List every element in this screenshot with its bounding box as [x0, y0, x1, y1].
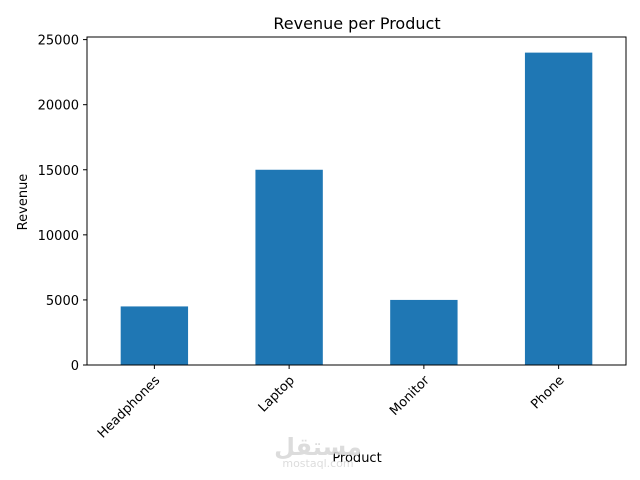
watermark-url: mostaql.com — [282, 457, 353, 470]
bar-laptop — [255, 169, 323, 365]
watermark-logo: مستقل mostaql.com — [274, 433, 362, 470]
chart-title: Revenue per Product — [273, 14, 440, 33]
x-axis-ticks: Headphones Laptop Monitor Phone — [95, 365, 567, 441]
bar-headphones — [120, 306, 189, 365]
y-tick-label: 5000 — [46, 294, 79, 309]
x-tick-label: Laptop — [256, 373, 298, 415]
x-tick-label: Monitor — [387, 373, 433, 419]
x-tick-label: Phone — [528, 373, 567, 412]
y-tick-label: 15000 — [38, 164, 79, 179]
bar-phone — [524, 52, 593, 365]
plot-frame — [86, 36, 627, 366]
watermark-logo-text: مستقل — [274, 433, 362, 461]
bar-group — [120, 52, 593, 365]
y-tick-label: 0 — [71, 359, 79, 374]
x-axis-label: Product — [332, 451, 381, 466]
y-axis-ticks: 0 5000 10000 15000 20000 25000 — [38, 34, 87, 374]
bar-monitor — [390, 299, 458, 365]
y-tick-label: 25000 — [38, 34, 79, 49]
y-axis-label: Revenue — [16, 174, 31, 231]
x-tick-label: Headphones — [95, 373, 163, 441]
y-tick-label: 20000 — [38, 99, 79, 114]
y-tick-label: 10000 — [38, 229, 79, 244]
